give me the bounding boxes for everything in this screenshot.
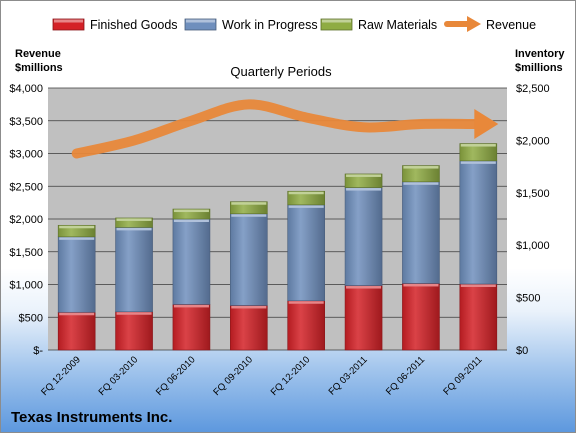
bar-segment [57,236,96,313]
bar-segment [172,304,211,351]
bar-segment-highlight [346,286,382,289]
bar-segment [57,224,96,238]
bar-segment [459,283,498,351]
y-left-tick-label: $3,500 [9,116,43,128]
bar-segment [344,187,383,286]
legend-swatch [52,18,85,31]
y-left-tick-label: $3,000 [9,149,43,161]
x-tick-label: FQ 12-2010 [269,354,313,398]
bar-segment [172,208,211,220]
y-left-tick-label: $2,000 [9,214,43,226]
legend-swatch [184,18,217,31]
bar-segment-highlight [173,209,209,213]
y-right-tick-label: $1,000 [516,240,550,252]
bar-segment [230,213,268,306]
bar-segment-highlight [231,214,267,217]
y-left-title-line-1: Revenue [15,48,61,60]
y-left-tick-label: $4,000 [9,83,43,95]
bar-segment-highlight [59,312,95,316]
legend-swatch-highlight [322,19,351,23]
x-tick-label: FQ 06-2011 [384,354,427,397]
bar-segment-highlight [173,304,209,308]
bar-segment [402,181,440,284]
company-name: Texas Instruments Inc. [11,409,173,426]
y-right-tick-label: $0 [516,345,528,357]
y-right-title-line-1: Inventory [515,48,565,60]
bar-segment [459,143,498,162]
y-left-title-line-2: $millions [15,62,63,74]
bar-segment [287,300,325,351]
bar-segment-highlight [116,218,152,221]
legend-label: Finished Goods [90,18,178,32]
bar-segment-highlight [346,174,382,177]
bar-segment-highlight [116,312,152,315]
bar-segment-highlight [231,202,267,205]
y-right-tick-label: $500 [516,293,540,305]
bar-segment-highlight [288,191,324,195]
legend-label: Work in Progress [222,18,318,32]
x-tick-label: FQ 12-2009 [39,354,83,398]
bar-segment [115,227,153,313]
bar-segment [287,190,325,206]
legend-swatch-highlight [186,19,215,23]
bar-segment-highlight [116,227,152,231]
bar-segment-highlight [59,225,95,229]
bar-segment-highlight [403,283,439,287]
x-tick-label: FQ 03-2010 [97,354,141,398]
bar-segment [402,165,440,183]
bar-segment-highlight [59,237,95,240]
x-tick-label: FQ 03-2011 [327,354,370,397]
y-left-tick-label: $1,500 [9,247,43,259]
bar-segment-highlight [346,188,382,191]
bar-segment [287,204,325,302]
bar-segment [115,311,153,351]
y-right-tick-label: $2,000 [516,135,550,147]
y-left-tick-label: $500 [19,312,43,324]
bar-segment-highlight [288,301,324,304]
x-tick-label: FQ 09-2010 [211,354,255,398]
bar-segment-highlight [231,305,267,309]
chart-title: Quarterly Periods [230,64,332,79]
legend-label: Revenue [486,18,536,32]
bar-segment-highlight [460,161,496,164]
bar-segment [57,311,96,351]
y-left-tick-label: $- [33,345,43,357]
y-right-tick-label: $1,500 [516,188,550,200]
bar-segment [230,305,268,351]
bar-segment [172,218,211,305]
y-left-tick-label: $2,500 [9,181,43,193]
legend-swatch-highlight [54,19,83,23]
bar-segment [115,217,153,228]
y-right-title-line-2: $millions [515,62,563,74]
bar-segment [344,285,383,351]
bar-segment-highlight [403,166,439,169]
bar-segment [344,173,383,188]
y-right-tick-label: $2,500 [516,83,550,95]
legend-arrowhead [467,16,481,32]
bar-segment [230,201,268,215]
legend-label: Raw Materials [358,18,437,32]
bar-segment-highlight [173,219,209,222]
x-tick-label: FQ 06-2010 [154,354,198,398]
bar-segment-highlight [460,144,496,147]
bar-segment [402,283,440,351]
revenue-arrowhead [474,109,499,140]
x-tick-label: FQ 09-2011 [441,354,484,397]
bar-segment-highlight [288,205,324,208]
y-left-tick-label: $1,000 [9,280,43,292]
bar-segment-highlight [403,182,439,185]
bar-segment [459,160,498,285]
legend-swatch [320,18,353,31]
revenue-line [71,99,484,159]
bar-segment-highlight [460,284,496,287]
